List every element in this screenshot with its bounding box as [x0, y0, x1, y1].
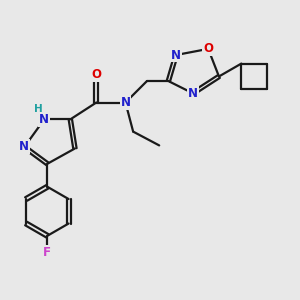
Text: O: O	[92, 68, 101, 81]
Text: N: N	[20, 140, 29, 153]
Text: N: N	[121, 96, 130, 109]
Text: F: F	[44, 246, 51, 259]
Text: N: N	[39, 113, 49, 126]
Text: O: O	[203, 42, 213, 56]
Text: H: H	[34, 104, 42, 114]
Text: N: N	[188, 87, 198, 100]
Text: N: N	[171, 49, 181, 62]
